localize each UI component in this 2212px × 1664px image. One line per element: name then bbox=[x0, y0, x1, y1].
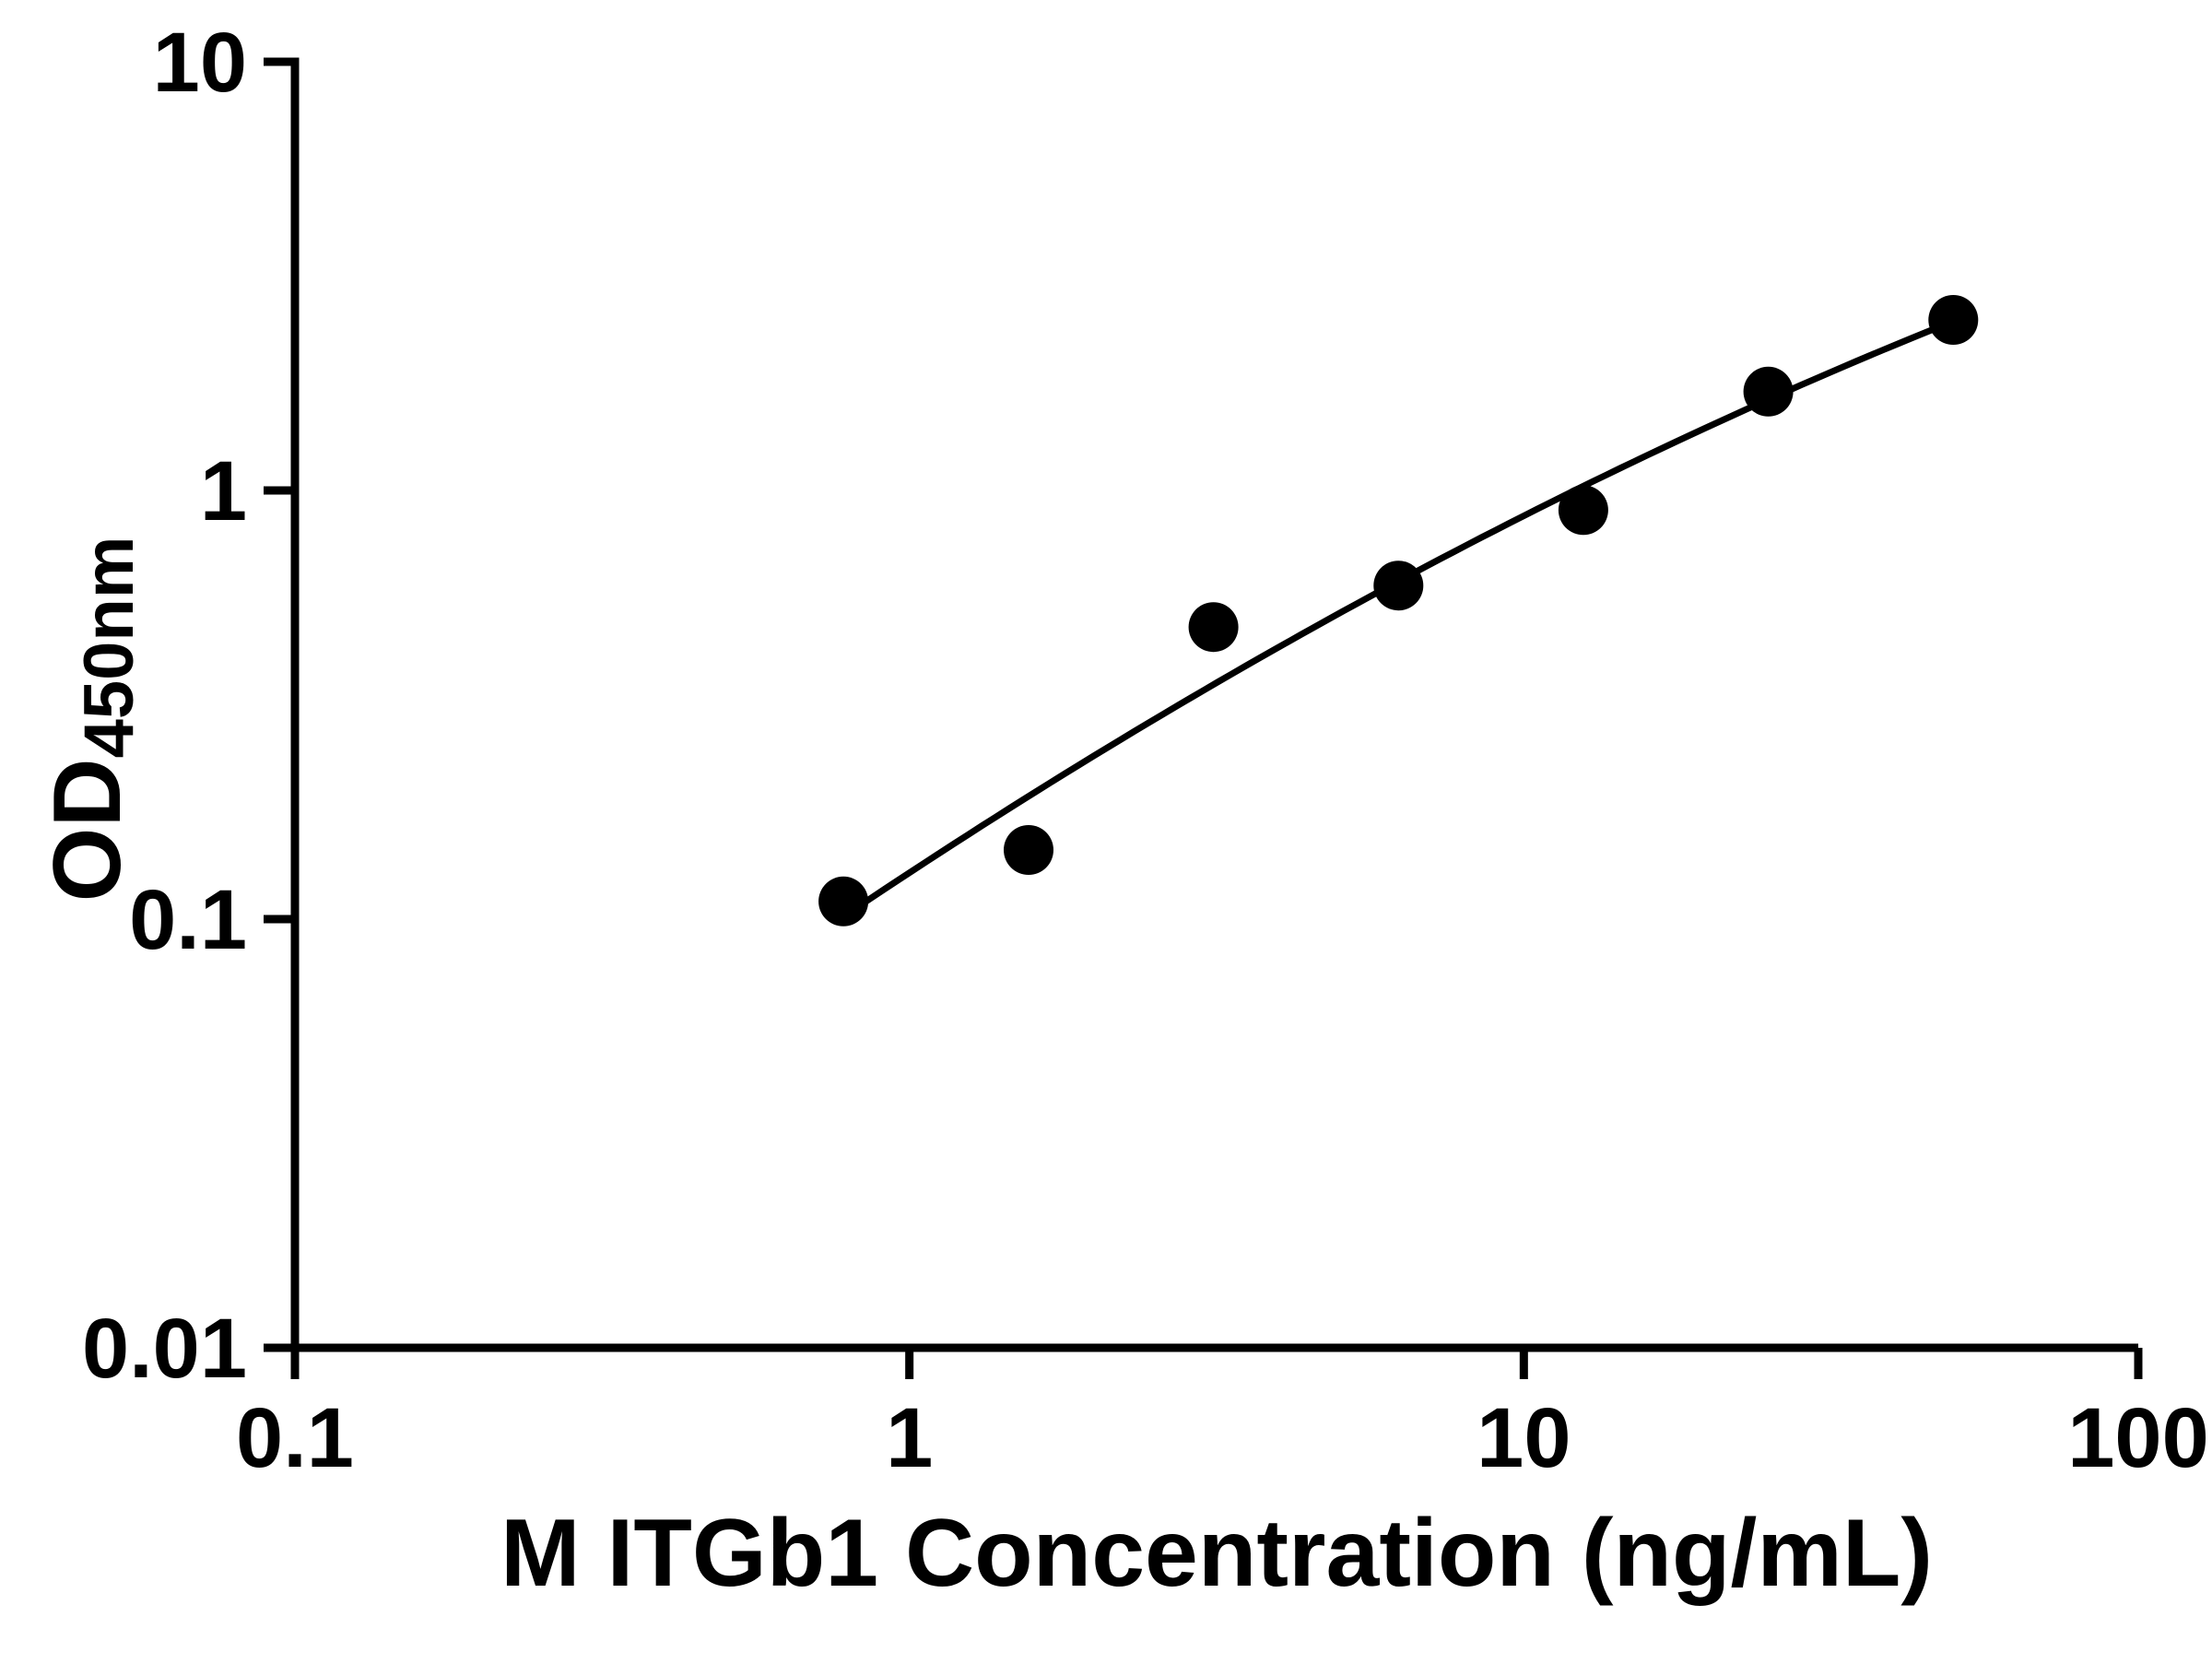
x-axis: 0.1 1 10 100 bbox=[236, 1343, 2209, 1485]
y-tick-label: 1 bbox=[200, 444, 247, 538]
data-point bbox=[818, 876, 869, 926]
data-point bbox=[1743, 366, 1794, 417]
y-tick-label: 0.01 bbox=[82, 1302, 247, 1396]
y-axis-title-sub: 450nm bbox=[70, 537, 148, 759]
x-ticks: 0.1 1 10 100 bbox=[236, 1348, 2209, 1485]
y-tick-label: 10 bbox=[153, 16, 247, 110]
x-tick-label: 1 bbox=[886, 1391, 933, 1485]
y-axis-title: OD450nm bbox=[34, 537, 148, 903]
data-point bbox=[1558, 485, 1608, 536]
x-tick-label: 100 bbox=[2067, 1391, 2209, 1485]
data-point bbox=[1373, 561, 1424, 611]
y-ticks: 0.01 0.1 1 10 bbox=[82, 16, 295, 1396]
x-tick-label: 10 bbox=[1477, 1391, 1571, 1485]
data-point bbox=[1004, 825, 1053, 875]
data-point bbox=[1188, 602, 1239, 653]
y-axis: 0.01 0.1 1 10 bbox=[82, 16, 300, 1396]
data-points bbox=[818, 295, 1979, 926]
y-axis-title-main: OD bbox=[34, 758, 141, 902]
x-tick-label: 0.1 bbox=[236, 1391, 354, 1485]
data-point bbox=[1928, 295, 1979, 345]
x-axis-title: M ITGb1 Concentration (ng/mL) bbox=[500, 1500, 1933, 1607]
trend-line bbox=[841, 318, 1955, 920]
y-tick-label: 0.1 bbox=[129, 873, 247, 967]
